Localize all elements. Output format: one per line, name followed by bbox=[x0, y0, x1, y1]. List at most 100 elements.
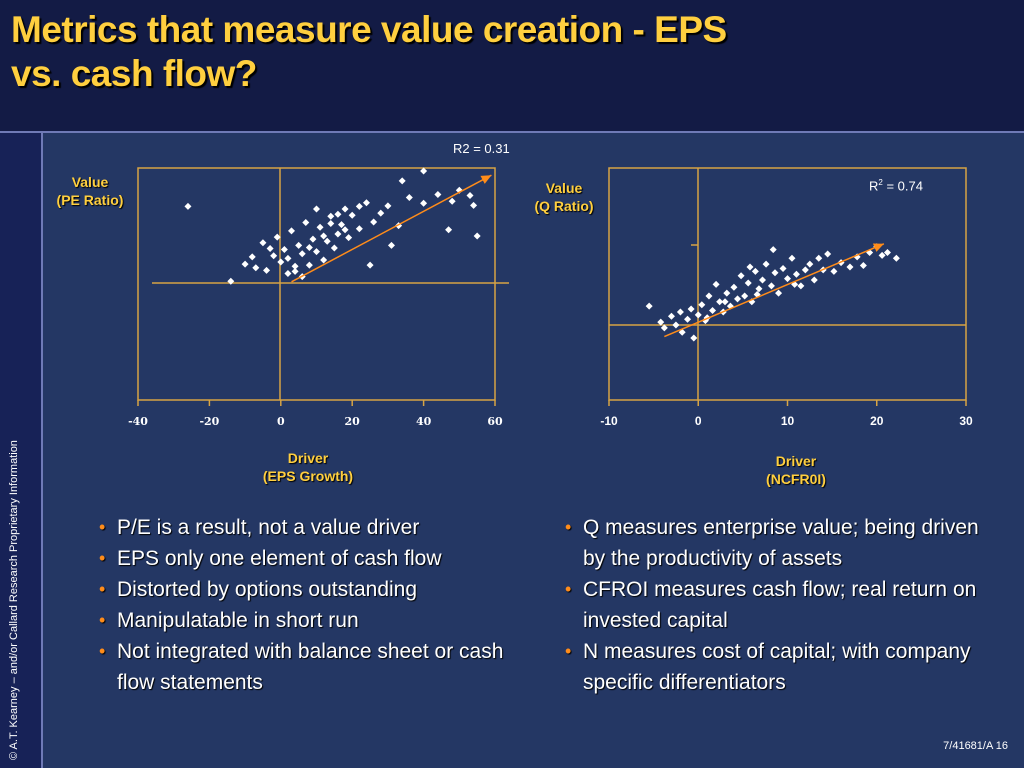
bullet-dot-icon: • bbox=[99, 641, 106, 661]
data-point bbox=[755, 285, 763, 293]
bullet-text: N measures cost of capital; with company… bbox=[583, 640, 971, 694]
right-x-axis-title-line-1: Driver bbox=[775, 453, 817, 469]
title-bar: Metrics that measure value creation - EP… bbox=[0, 0, 1024, 131]
right-trend-line bbox=[664, 243, 885, 338]
data-point bbox=[797, 282, 805, 290]
left-x-tick-label: 60 bbox=[487, 415, 503, 428]
data-point bbox=[690, 334, 698, 342]
data-point bbox=[263, 266, 271, 274]
data-point bbox=[259, 239, 267, 247]
left-x-tick-label: -40 bbox=[128, 415, 148, 428]
right-y-axis-title: Value (Q Ratio) bbox=[522, 179, 606, 215]
data-point bbox=[316, 223, 324, 231]
left-x-tick-label: -20 bbox=[199, 415, 219, 428]
data-point bbox=[277, 258, 285, 266]
data-point bbox=[355, 225, 363, 233]
data-point bbox=[280, 246, 288, 254]
data-point bbox=[327, 212, 335, 220]
bullet-item: • CFROI measures cash flow; real return o… bbox=[563, 574, 1003, 636]
data-point bbox=[370, 218, 378, 226]
data-point bbox=[298, 250, 306, 258]
data-point bbox=[473, 232, 481, 240]
data-point bbox=[824, 250, 832, 258]
bullet-dot-icon: • bbox=[99, 579, 106, 599]
data-point bbox=[687, 305, 695, 313]
data-point bbox=[792, 270, 800, 278]
data-point bbox=[806, 260, 814, 268]
right-x-axis-title: Driver (NCFR0I) bbox=[736, 452, 856, 488]
data-point bbox=[767, 282, 775, 290]
data-point bbox=[248, 253, 256, 261]
data-point bbox=[712, 280, 720, 288]
data-point bbox=[313, 248, 320, 256]
slide-title-line-1: Metrics that measure value creation - EP… bbox=[11, 9, 727, 50]
bullet-dot-icon: • bbox=[99, 610, 106, 630]
data-point bbox=[320, 256, 328, 264]
data-point bbox=[341, 226, 349, 234]
data-point bbox=[305, 243, 313, 251]
data-point bbox=[751, 267, 759, 275]
bullet-item: • Distorted by options outstanding bbox=[97, 574, 537, 605]
left-y-axis-title-line-1: Value bbox=[71, 174, 109, 190]
data-point bbox=[420, 167, 428, 175]
right-y-axis-title-line-2: (Q Ratio) bbox=[534, 198, 594, 214]
data-point bbox=[362, 199, 370, 207]
data-point bbox=[741, 292, 749, 300]
data-point bbox=[737, 272, 745, 280]
data-point bbox=[377, 209, 385, 217]
data-point bbox=[660, 324, 668, 332]
bullet-dot-icon: • bbox=[99, 548, 106, 568]
data-point bbox=[330, 244, 338, 252]
data-point bbox=[784, 275, 791, 283]
bullet-text: P/E is a result, not a value driver bbox=[117, 516, 420, 539]
data-point bbox=[291, 262, 299, 270]
data-point bbox=[366, 261, 374, 269]
left-x-axis-title: Driver (EPS Growth) bbox=[238, 449, 378, 485]
data-point bbox=[309, 235, 317, 243]
data-point bbox=[759, 276, 767, 284]
data-point bbox=[830, 267, 838, 275]
data-point bbox=[284, 269, 292, 277]
data-point bbox=[284, 254, 292, 262]
data-point bbox=[291, 267, 299, 275]
slide-title-line-2: vs. cash flow? bbox=[11, 53, 257, 94]
data-point bbox=[883, 249, 891, 256]
data-point bbox=[892, 254, 900, 262]
data-point bbox=[801, 266, 809, 274]
right-x-tick-label: -10 bbox=[600, 414, 618, 428]
left-trend-line bbox=[291, 174, 492, 283]
right-x-tick-label: 10 bbox=[781, 414, 795, 428]
left-r2-annotation: R2 = 0.31 bbox=[453, 141, 510, 156]
data-point bbox=[348, 211, 356, 219]
data-point bbox=[327, 220, 335, 228]
data-point bbox=[288, 227, 296, 235]
bullet-item: • Manipulatable in short run bbox=[97, 605, 537, 636]
left-plot-frame bbox=[137, 167, 496, 401]
data-point bbox=[313, 205, 320, 213]
bullet-text: Manipulatable in short run bbox=[117, 609, 359, 632]
data-point bbox=[846, 263, 854, 271]
data-point bbox=[334, 230, 342, 238]
bullet-text: Not integrated with balance sheet or cas… bbox=[117, 640, 504, 694]
left-x-tick-label: 20 bbox=[345, 415, 361, 428]
data-point bbox=[734, 295, 742, 303]
header-divider bbox=[0, 131, 1024, 133]
data-point bbox=[305, 261, 313, 269]
bullet-text: EPS only one element of cash flow bbox=[117, 547, 442, 570]
data-point bbox=[730, 283, 738, 291]
data-point bbox=[470, 201, 478, 209]
bullet-text: CFROI measures cash flow; real return on… bbox=[583, 578, 977, 632]
data-point bbox=[302, 219, 310, 227]
data-point bbox=[878, 251, 886, 259]
data-point bbox=[341, 205, 349, 213]
data-point bbox=[337, 221, 345, 229]
data-point bbox=[775, 289, 783, 297]
data-point bbox=[345, 234, 353, 242]
right-r2-suffix: = 0.74 bbox=[882, 178, 923, 194]
right-trend-arrowhead bbox=[872, 243, 884, 252]
right-bullet-list: • Q measures enterprise value; being driv… bbox=[563, 512, 1003, 698]
data-point bbox=[723, 289, 731, 297]
data-point bbox=[859, 262, 867, 270]
bullet-item: • EPS only one element of cash flow bbox=[97, 543, 537, 574]
data-point bbox=[241, 260, 249, 268]
